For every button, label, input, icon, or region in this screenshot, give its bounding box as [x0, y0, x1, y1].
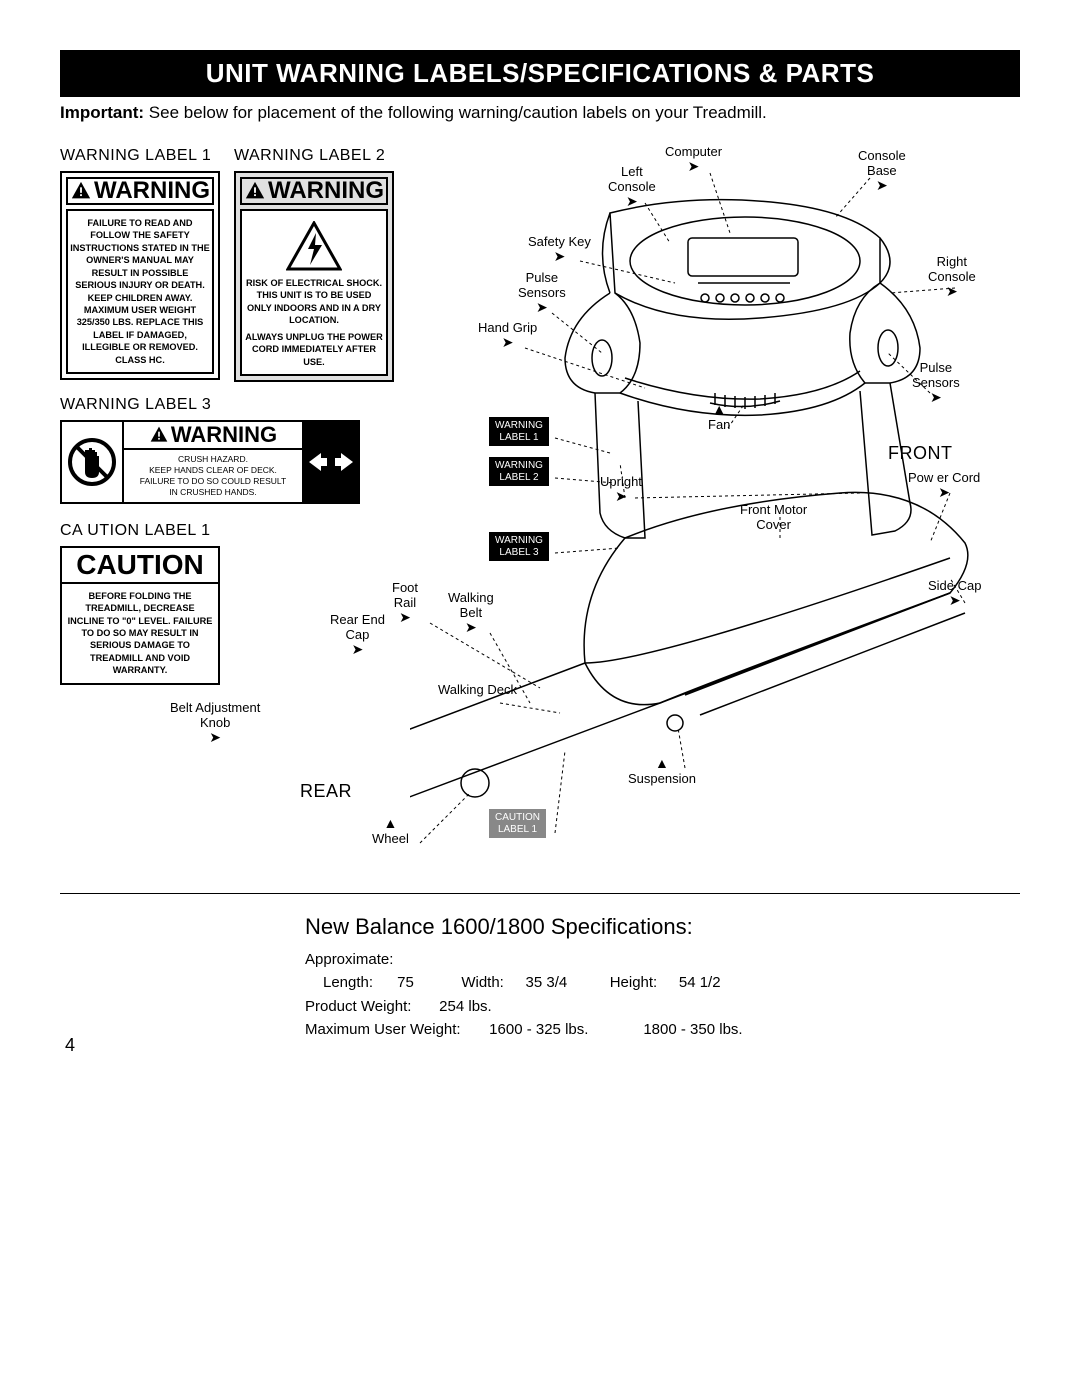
label-hand-grip: Hand Grip➤ [478, 321, 537, 350]
label-walking-deck: Walking Deck [438, 683, 517, 698]
label-belt-adj-knob: Belt Adjustment Knob➤ [170, 701, 260, 745]
caution-label-1: CAUTION BEFORE FOLDING THE TREADMILL, DE… [60, 546, 220, 685]
label-safety-key: Safety Key➤ [528, 235, 591, 264]
specs-dimensions-row: Length: 75 Width: 35 3/4 Height: 54 1/2 [305, 971, 1020, 994]
label-rear-end-cap: Rear End Cap➤ [330, 613, 385, 657]
separator-rule [60, 893, 1020, 894]
specs-product-weight-row: Product Weight: 254 lbs. [305, 995, 1020, 1018]
label-right-console: Right Console➤ [928, 255, 976, 299]
warning-2-text-a: RISK OF ELECTRICAL SHOCK. THIS UNIT IS T… [244, 277, 384, 327]
tag-warning-label-2: WARNING LABEL 2 [488, 456, 550, 487]
warning-label-3: WARNING CRUSH HAZARD. KEEP HANDS CLEAR O… [60, 420, 360, 504]
tag-warning-label-3: WARNING LABEL 3 [488, 531, 550, 562]
labels-column: WARNING LABEL 1 WARNING FAILURE TO READ … [60, 143, 390, 863]
label-wheel: ▲Wheel [372, 815, 409, 847]
electrical-shock-icon [286, 221, 342, 271]
warning-triangle-icon [70, 180, 92, 202]
label-console-base: Console Base➤ [858, 149, 906, 193]
label-side-cap: Side Cap➤ [928, 579, 981, 608]
label-pulse-sensors-right: Pulse Sensors➤ [912, 361, 960, 405]
warning-label-2-heading: WARNING LABEL 2 [234, 147, 394, 165]
no-hand-icon [67, 432, 117, 492]
page-number: 4 [65, 1035, 75, 1056]
label-power-cord: Pow er Cord➤ [908, 471, 980, 500]
intro-rest: See below for placement of the following… [144, 103, 767, 122]
label-left-console: Left Console➤ [608, 165, 656, 209]
warning-3-body: CRUSH HAZARD. KEEP HANDS CLEAR OF DECK. … [124, 450, 302, 502]
warning-triangle-icon [149, 425, 169, 445]
label-upright: Upright➤ [600, 475, 642, 504]
specs-max-user-weight-row: Maximum User Weight: 1600 - 325 lbs. 180… [305, 1018, 1020, 1041]
specs-approx: Approximate: [305, 948, 1020, 971]
treadmill-diagram: Computer➤ Console Base➤ Left Console➤ Sa… [410, 143, 1020, 863]
no-hand-icon-cell [62, 422, 124, 502]
warning-label-2: WARNING RISK OF ELECTRICAL SHOCK. THIS U… [234, 171, 394, 382]
caution-1-header: CAUTION [62, 548, 218, 584]
specs-title: New Balance 1600/1800 Specifications: [305, 914, 1020, 940]
warning-2-word: WARNING [268, 179, 384, 203]
label-suspension: ▲Suspension [628, 755, 696, 787]
caution-1-body: BEFORE FOLDING THE TREADMILL, DECREASE I… [62, 584, 218, 683]
warning-2-text-b: ALWAYS UNPLUG THE POWER CORD IMMEDIATELY… [244, 331, 384, 368]
label-front-motor-cover: Front Motor Cover [740, 503, 807, 533]
label-pulse-sensors-left: Pulse Sensors➤ [518, 271, 566, 315]
rear-indicator: REAR [300, 781, 352, 802]
caution-label-1-heading: CA UTION LABEL 1 [60, 522, 390, 540]
page-title-bar: UNIT WARNING LABELS/SPECIFICATIONS & PAR… [60, 50, 1020, 97]
warning-triangle-icon [244, 180, 266, 202]
label-walking-belt: Walking Belt➤ [448, 591, 494, 635]
warning-label-1-heading: WARNING LABEL 1 [60, 147, 220, 165]
tag-caution-label-1: CAUTION LABEL 1 [488, 808, 547, 839]
warning-1-header: WARNING [66, 177, 214, 205]
warning-2-header: WARNING [240, 177, 388, 205]
warning-2-body: RISK OF ELECTRICAL SHOCK. THIS UNIT IS T… [240, 209, 388, 376]
crush-arrows-cell [302, 422, 358, 502]
front-indicator: FRONT [888, 443, 953, 464]
label-fan: ▲Fan [708, 401, 730, 433]
label-computer: Computer➤ [665, 145, 722, 174]
treadmill-drawing [410, 143, 1020, 873]
intro-paragraph: Important: See below for placement of th… [60, 103, 1020, 123]
tag-warning-label-1: WARNING LABEL 1 [488, 416, 550, 447]
crush-arrows-icon [307, 447, 355, 477]
warning-3-word: WARNING [171, 422, 277, 448]
warning-label-3-heading: WARNING LABEL 3 [60, 396, 390, 414]
specifications-section: New Balance 1600/1800 Specifications: Ap… [305, 914, 1020, 1041]
warning-label-1: WARNING FAILURE TO READ AND FOLLOW THE S… [60, 171, 220, 380]
main-content-row: WARNING LABEL 1 WARNING FAILURE TO READ … [60, 143, 1020, 863]
intro-bold: Important: [60, 103, 144, 122]
warning-1-body: FAILURE TO READ AND FOLLOW THE SAFETY IN… [66, 209, 214, 374]
warning-3-header: WARNING [124, 422, 302, 450]
label-foot-rail: Foot Rail➤ [392, 581, 418, 625]
warning-1-word: WARNING [94, 179, 210, 203]
